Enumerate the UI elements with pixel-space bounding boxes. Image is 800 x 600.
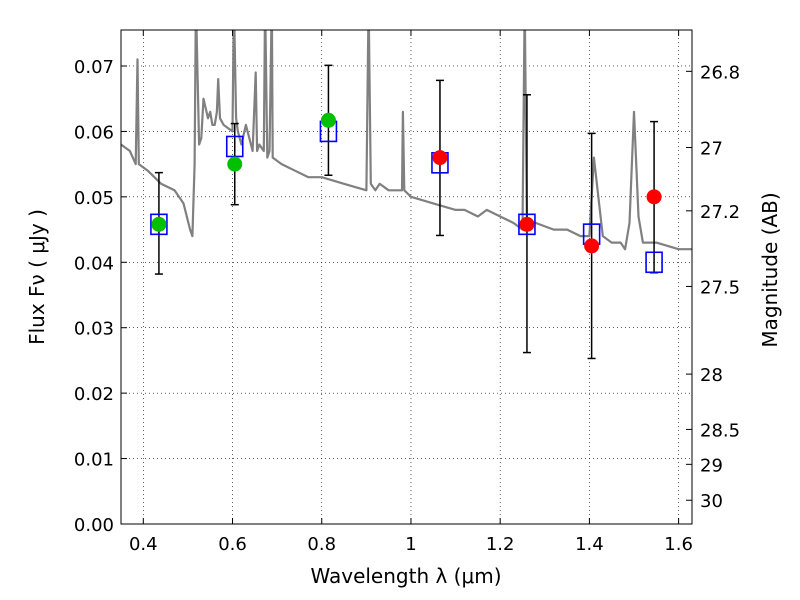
x-axis-ticks: 0.4 0.6 0.8 1 1.2 1.4 1.6: [129, 30, 693, 555]
magnitude-tick-label: 30: [700, 491, 723, 512]
observed-point: [432, 150, 448, 166]
observed-point: [227, 156, 243, 172]
magnitude-tick-label: 26.8: [700, 62, 740, 83]
sed-model-line: [121, 30, 692, 251]
plot-background: [121, 30, 692, 524]
magnitude-tick-label: 27.2: [700, 202, 740, 223]
magnitude-axis-ticks: 26.8 27 27.2 27.5 28 28.5 29 30: [686, 62, 740, 512]
y-axis-ticks: 0.00 0.01 0.02 0.03 0.04 0.05 0.06 0.07: [74, 57, 127, 536]
model-box-marker: [150, 213, 168, 236]
magnitude-tick-label: 27.5: [700, 277, 740, 298]
x-axis-label: Wavelength λ (μm): [310, 564, 501, 588]
model-box-marker: [225, 135, 244, 158]
x-tick-label: 1.6: [664, 534, 693, 555]
model-box-marker: [645, 251, 663, 274]
observed-point: [646, 189, 662, 205]
y-tick-label: 0.04: [74, 253, 114, 274]
x-tick-label: 0.6: [218, 534, 247, 555]
x-tick-label: 0.4: [129, 534, 158, 555]
y-tick-label: 0.05: [74, 188, 114, 209]
magnitude-tick-label: 28.5: [700, 420, 740, 441]
y-tick-label: 0.07: [74, 57, 114, 78]
observed-point: [151, 216, 167, 232]
x-tick-label: 1.2: [486, 534, 515, 555]
model-box-marker: [518, 213, 536, 236]
y-tick-label: 0.03: [74, 319, 114, 340]
observed-point: [320, 112, 336, 128]
y-tick-label: 0.02: [74, 384, 114, 405]
magnitude-axis-label: Magnitude (AB): [758, 192, 782, 347]
magnitude-tick-label: 28: [700, 365, 723, 386]
observed-point: [519, 216, 535, 232]
plot-frame: [120, 29, 693, 525]
sed-spectrum-line: [121, 30, 692, 251]
observed-point: [584, 238, 600, 254]
y-axis-label: Flux Fν ( μJy ): [25, 209, 49, 345]
x-tick-label: 1: [405, 534, 416, 555]
y-tick-label: 0.01: [74, 450, 114, 471]
magnitude-tick-label: 27: [700, 138, 723, 159]
y-tick-label: 0.00: [74, 515, 114, 536]
x-tick-label: 1.4: [575, 534, 604, 555]
model-boxes: [150, 120, 663, 274]
x-tick-label: 0.8: [307, 534, 336, 555]
y-tick-label: 0.06: [74, 122, 114, 143]
magnitude-tick-label: 29: [700, 455, 723, 476]
observed-points: [151, 112, 662, 254]
